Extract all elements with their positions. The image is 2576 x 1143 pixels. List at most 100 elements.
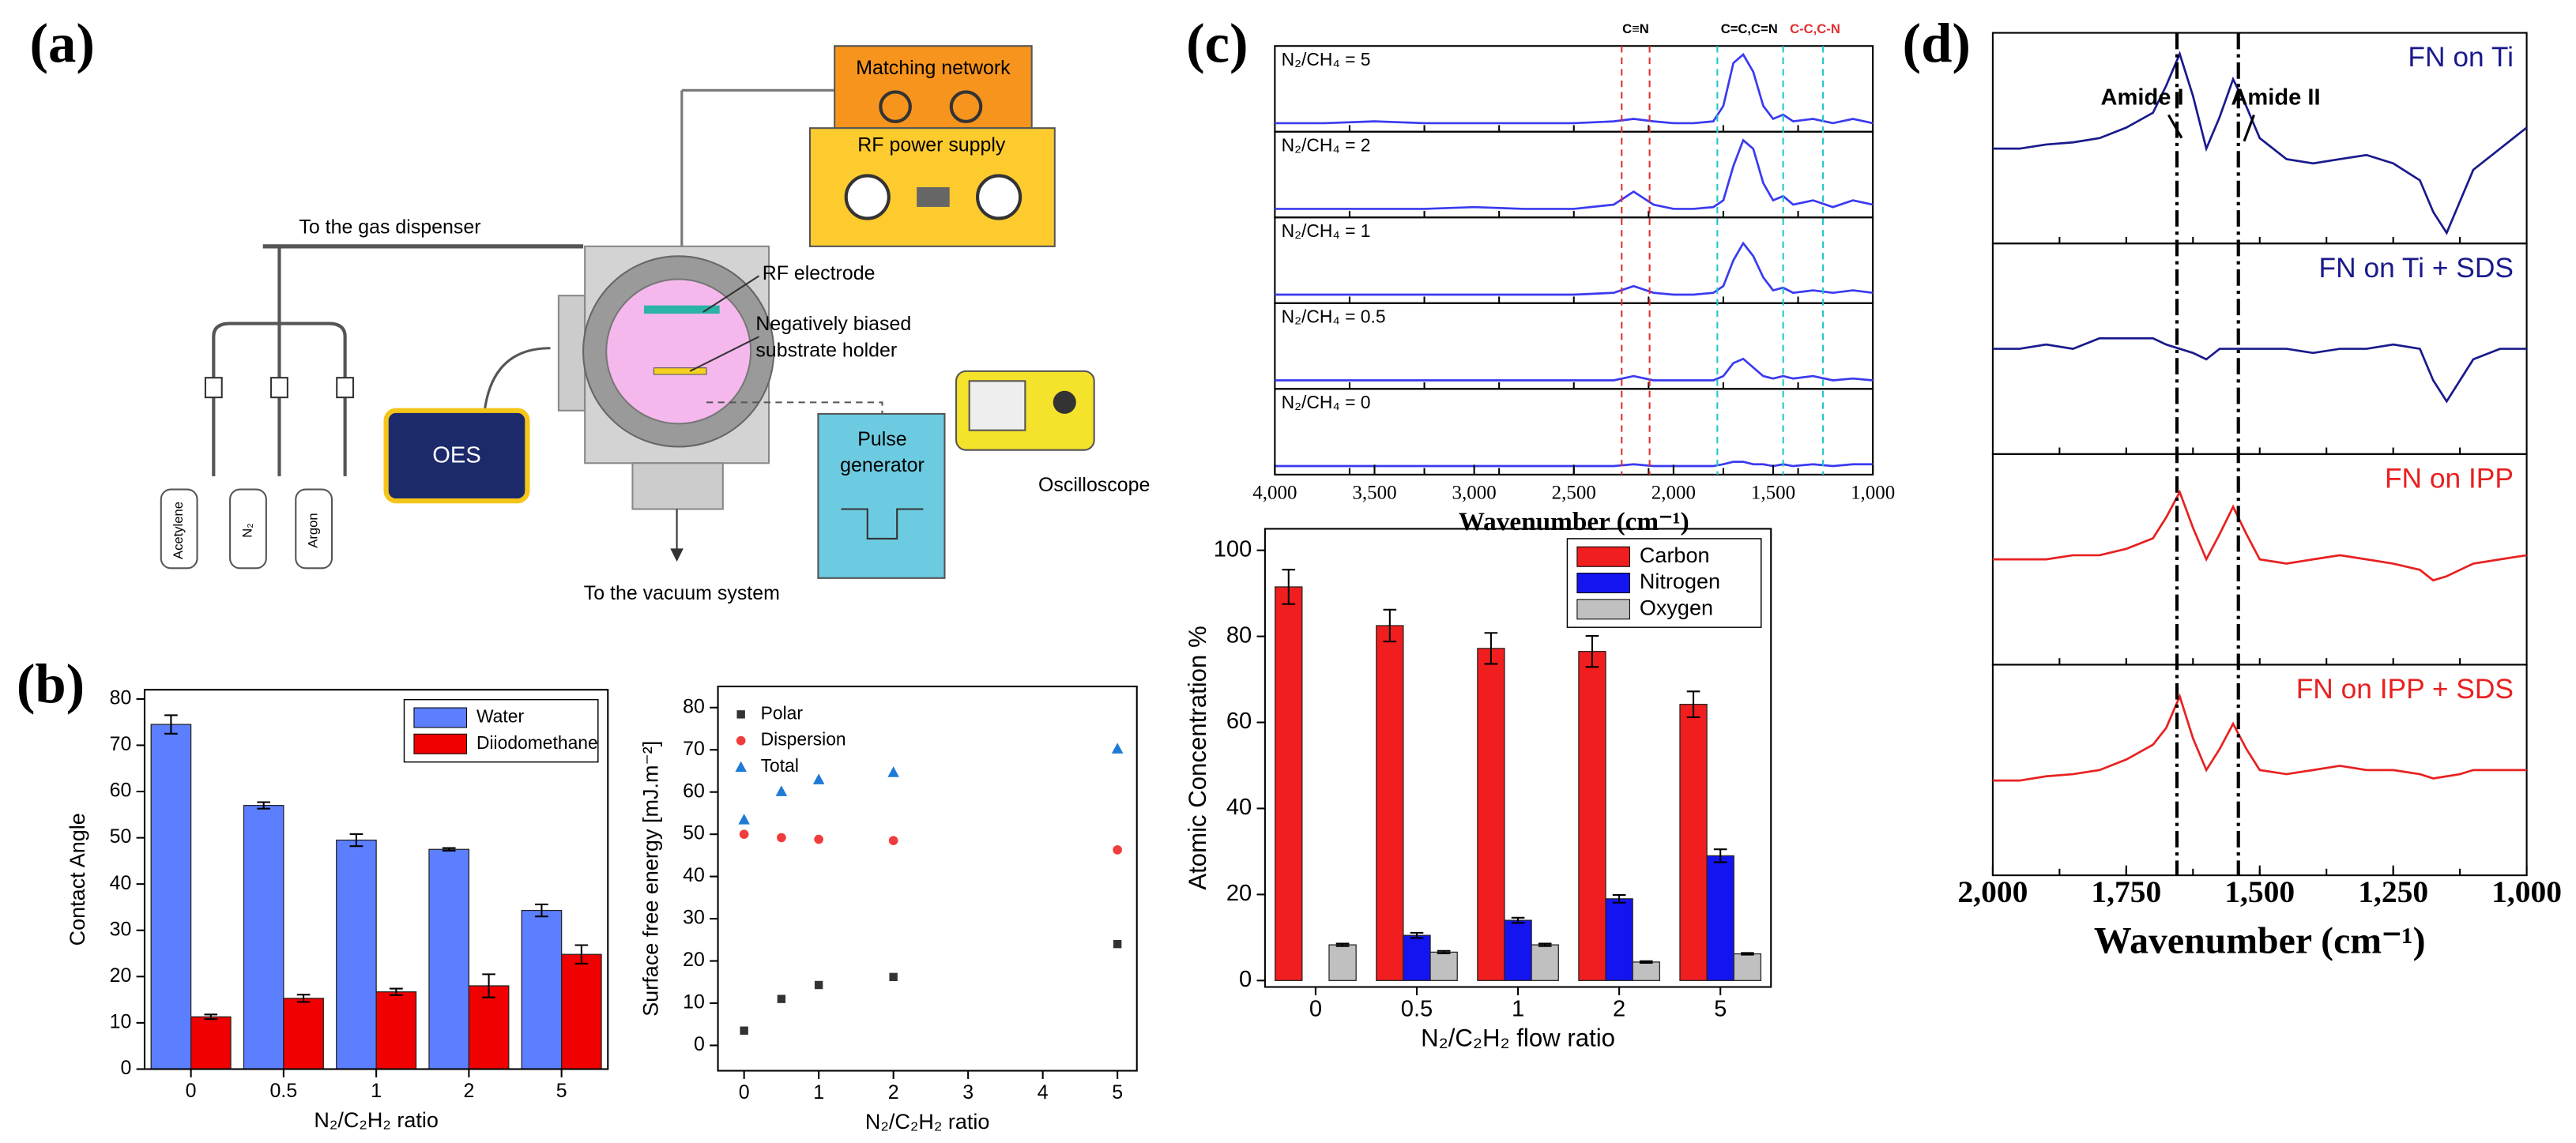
error-bar — [1282, 569, 1296, 605]
bar — [243, 804, 284, 1070]
error-bar — [1437, 949, 1451, 955]
arrowhead — [670, 548, 684, 562]
x-tick-label: 2,000 — [1957, 874, 2028, 909]
x-tick-label: 0.5 — [1401, 996, 1433, 1021]
y-tick-label: 40 — [1226, 795, 1252, 820]
bar — [468, 985, 510, 1070]
x-tick-label: 1,250 — [2358, 874, 2428, 909]
gauge — [844, 174, 891, 220]
leader — [702, 275, 760, 313]
legend-label: Nitrogen — [1640, 570, 1720, 593]
y-tick-label: 50 — [110, 825, 132, 848]
point — [814, 980, 823, 990]
y-tick-label: 30 — [110, 918, 132, 940]
point — [889, 972, 898, 982]
spectrum-line — [1275, 138, 1874, 210]
row-label: FN on Ti — [2408, 42, 2514, 73]
y-tick-label: 0 — [120, 1057, 131, 1079]
point — [812, 773, 825, 784]
x-tick-label: 2,500 — [1552, 483, 1596, 504]
y-tick-label: 60 — [683, 780, 705, 802]
error-bar — [349, 833, 363, 848]
bar — [1531, 944, 1559, 981]
bar — [375, 991, 417, 1070]
point — [775, 785, 788, 796]
point — [1113, 845, 1122, 855]
port — [557, 295, 586, 412]
bar — [1605, 898, 1633, 981]
y-tick-label: 60 — [1226, 709, 1252, 734]
row-label: FN on IPP — [2385, 463, 2514, 494]
legend-swatch — [1576, 546, 1630, 567]
y-tick-label: 80 — [110, 686, 132, 709]
display — [917, 187, 950, 207]
error-bar — [1585, 635, 1599, 668]
x-tick-label: 4 — [1038, 1081, 1049, 1104]
point — [739, 829, 749, 839]
error-bar — [390, 987, 403, 996]
cylinder — [229, 488, 267, 570]
error-bar — [1383, 608, 1397, 643]
point — [1111, 743, 1124, 754]
y-tick-label: 80 — [1226, 622, 1252, 648]
y-tick-label: 20 — [1226, 881, 1252, 906]
pulse-icon — [841, 508, 924, 540]
gas-manifold — [212, 246, 347, 476]
point — [814, 834, 823, 844]
valve — [204, 377, 223, 399]
bar — [1578, 651, 1606, 981]
annotation: C≡N — [1622, 21, 1649, 36]
annotation: C=C,C=N — [1721, 21, 1778, 36]
point — [777, 833, 786, 843]
legend-swatch — [1576, 599, 1630, 620]
y-tick-label: 20 — [110, 964, 132, 987]
x-tick-label: 0 — [739, 1081, 750, 1104]
pulse-box — [817, 412, 946, 579]
y-tick-label: 10 — [110, 1010, 132, 1032]
error-bar — [164, 714, 178, 735]
x-axis-label: N₂/C₂H₂ flow ratio — [1421, 1024, 1615, 1051]
annotation-arrow — [2167, 114, 2183, 139]
x-tick-label: 3,000 — [1452, 483, 1497, 504]
legend-label: Carbon — [1640, 543, 1710, 567]
error-bar — [1410, 931, 1424, 939]
y-tick-label: 70 — [110, 733, 132, 755]
y-axis-label: Surface free energy [mJ.m⁻²] — [639, 741, 663, 1017]
bar — [1733, 953, 1762, 981]
x-tick-label: 2 — [463, 1080, 474, 1102]
legend-label: Total — [761, 755, 799, 776]
bar — [521, 909, 563, 1070]
panel-label: (b) — [17, 653, 85, 715]
label: Matching network — [856, 57, 1011, 79]
label: To the gas dispenser — [299, 216, 480, 239]
cylinder — [160, 488, 198, 570]
plot-frame — [717, 685, 1138, 1072]
error-bar — [482, 973, 495, 998]
bar — [1679, 704, 1708, 981]
bar — [336, 839, 377, 1070]
legend-marker — [736, 710, 745, 719]
label: Oscilloscope — [1038, 474, 1150, 496]
point — [888, 836, 898, 845]
substrate — [653, 367, 707, 375]
legend-label: Polar — [761, 702, 804, 723]
plot-frame — [1264, 528, 1772, 988]
legend-swatch — [413, 733, 468, 754]
label: To the vacuum system — [584, 582, 780, 604]
valve — [270, 377, 288, 399]
matching-box — [834, 45, 1033, 130]
x-tick-label: 4,000 — [1252, 483, 1297, 504]
bar — [150, 724, 192, 1070]
row-label: N₂/CH₄ = 2 — [1282, 134, 1371, 155]
x-tick-label: 1,500 — [2224, 874, 2295, 909]
x-tick-label: 2,000 — [1651, 483, 1696, 504]
bar — [1706, 855, 1734, 981]
y-tick-label: 100 — [1214, 536, 1252, 562]
label: Negatively biased — [755, 313, 911, 335]
bar — [1328, 944, 1357, 981]
pump-port — [631, 462, 724, 510]
y-tick-label: 0 — [1239, 967, 1252, 992]
point — [740, 1026, 748, 1035]
annotation: Amide II — [2231, 85, 2320, 110]
y-tick-label: 0 — [694, 1033, 705, 1055]
